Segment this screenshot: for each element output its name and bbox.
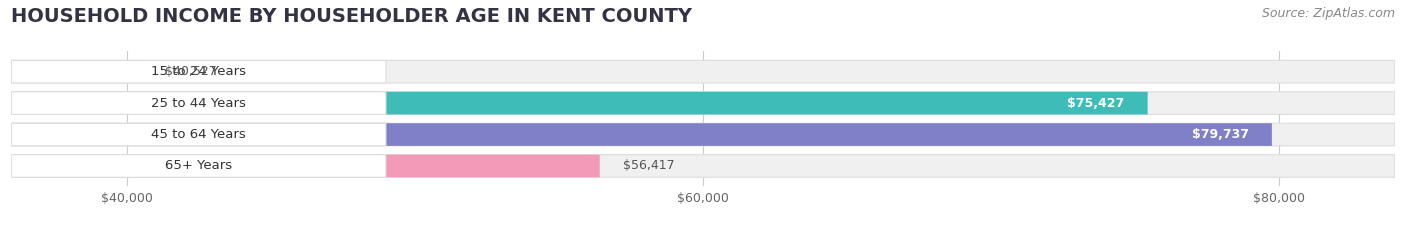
FancyBboxPatch shape	[11, 92, 1395, 114]
FancyBboxPatch shape	[11, 92, 387, 114]
Text: $75,427: $75,427	[1067, 97, 1125, 110]
Text: 15 to 24 Years: 15 to 24 Years	[150, 65, 246, 78]
FancyBboxPatch shape	[11, 60, 387, 83]
FancyBboxPatch shape	[11, 155, 600, 177]
Text: $79,737: $79,737	[1192, 128, 1249, 141]
FancyBboxPatch shape	[11, 155, 387, 177]
Text: HOUSEHOLD INCOME BY HOUSEHOLDER AGE IN KENT COUNTY: HOUSEHOLD INCOME BY HOUSEHOLDER AGE IN K…	[11, 7, 692, 26]
Text: $56,417: $56,417	[623, 159, 675, 172]
FancyBboxPatch shape	[11, 60, 1395, 83]
Text: 45 to 64 Years: 45 to 64 Years	[152, 128, 246, 141]
FancyBboxPatch shape	[11, 92, 1147, 114]
Text: 65+ Years: 65+ Years	[165, 159, 232, 172]
Text: 25 to 44 Years: 25 to 44 Years	[152, 97, 246, 110]
FancyBboxPatch shape	[11, 123, 387, 146]
FancyBboxPatch shape	[11, 123, 1272, 146]
FancyBboxPatch shape	[11, 155, 1395, 177]
Text: $40,527: $40,527	[165, 65, 217, 78]
FancyBboxPatch shape	[11, 123, 1395, 146]
Text: Source: ZipAtlas.com: Source: ZipAtlas.com	[1261, 7, 1395, 20]
FancyBboxPatch shape	[11, 60, 142, 83]
